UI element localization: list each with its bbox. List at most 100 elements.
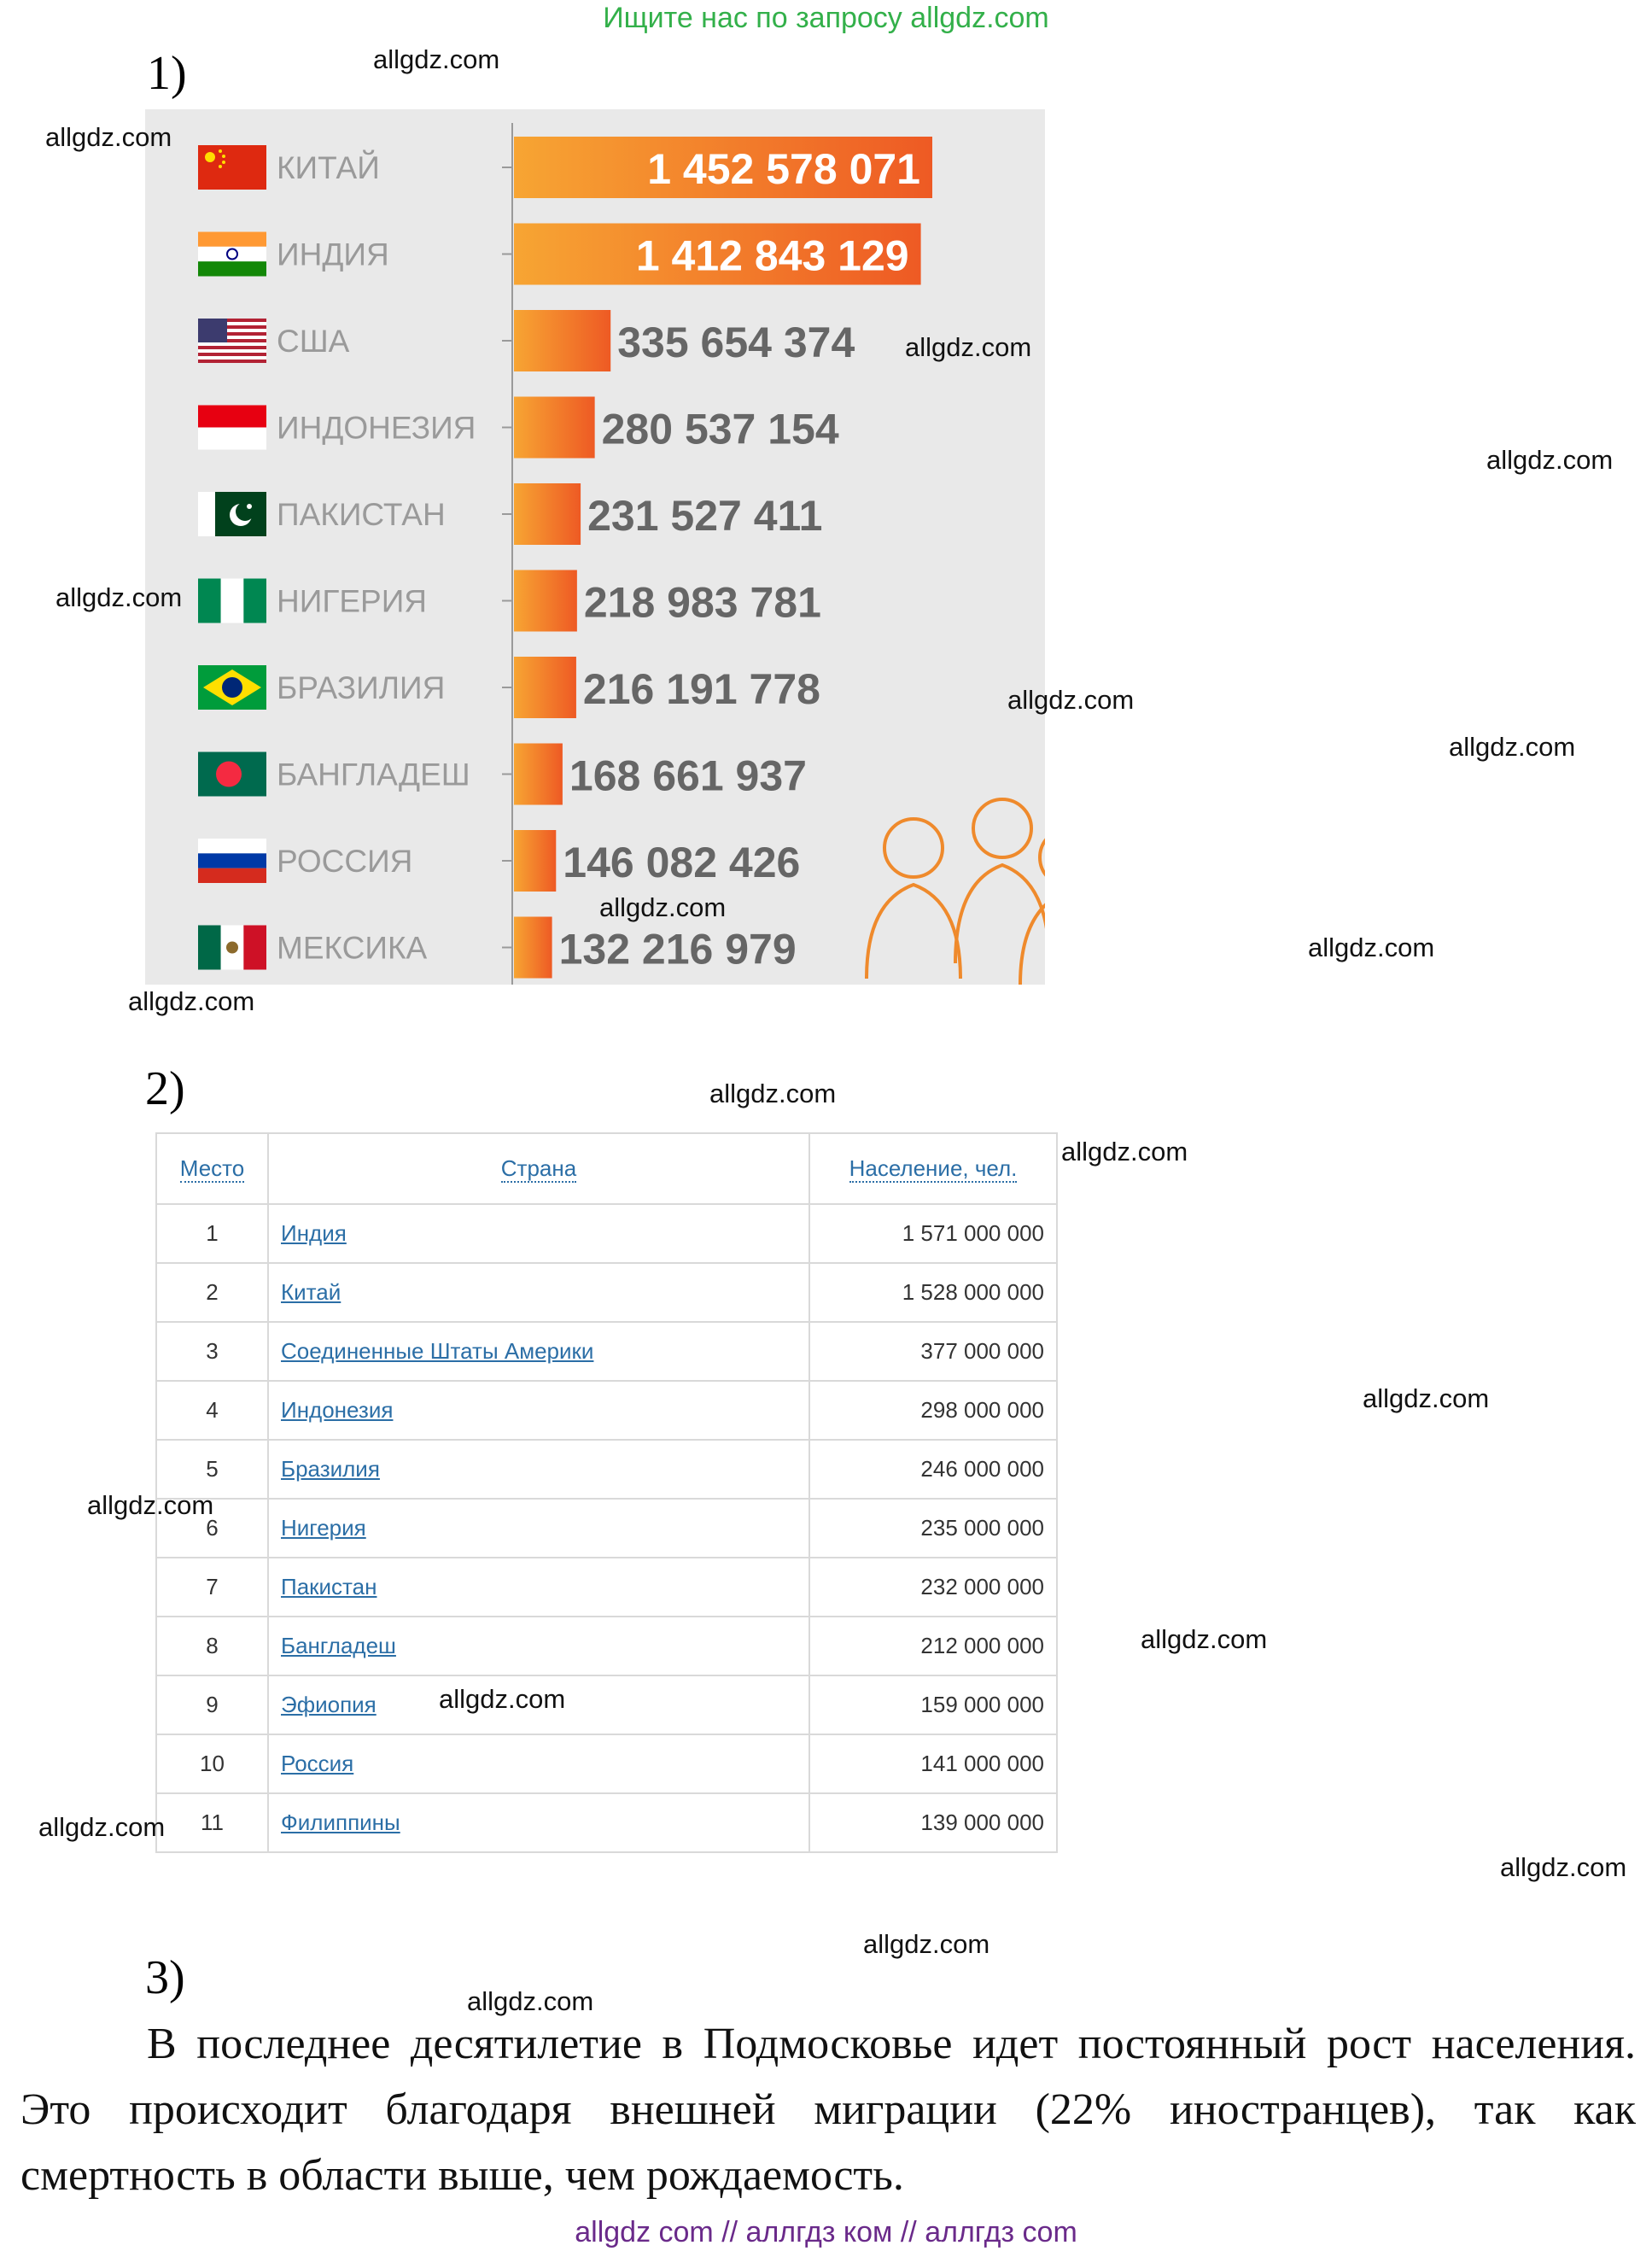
chart-row: ИНДОНЕЗИЯ 280 537 154 — [198, 396, 839, 459]
table-header-row: Место Страна Население, чел. — [155, 1132, 1058, 1205]
bar-value-label: 216 191 778 — [583, 665, 820, 713]
chart-row: БАНГЛАДЕШ 168 661 937 — [198, 743, 807, 805]
top-banner: Ищите нас по запросу allgdz.com — [603, 2, 1049, 34]
table-row: 2 Китай 1 528 000 000 — [155, 1262, 1058, 1323]
population-cell: 232 000 000 — [808, 1557, 1058, 1617]
country-label: США — [277, 324, 350, 359]
chart-row: США 335 654 374 — [198, 310, 855, 371]
country-link[interactable]: Индия — [267, 1203, 810, 1264]
paragraph-text: В последнее десятилетие в Подмосковье ид… — [20, 2020, 1636, 2200]
bar — [514, 743, 563, 805]
country-link[interactable]: Россия — [267, 1734, 810, 1794]
table-row: 6 Нигерия 235 000 000 — [155, 1498, 1058, 1558]
country-link[interactable]: Бразилия — [267, 1439, 810, 1500]
chart-row: БРАЗИЛИЯ 216 191 778 — [198, 657, 820, 718]
population-cell: 212 000 000 — [808, 1616, 1058, 1676]
bar-value-label: 132 216 979 — [559, 926, 797, 974]
watermark: allgdz.com — [709, 1079, 837, 1108]
watermark: allgdz.com — [45, 122, 172, 152]
country-link[interactable]: Нигерия — [267, 1498, 810, 1558]
population-cell: 139 000 000 — [808, 1792, 1058, 1853]
country-link[interactable]: Пакистан — [267, 1557, 810, 1617]
watermark: allgdz.com — [1141, 1624, 1268, 1654]
watermark: allgdz.com — [373, 44, 500, 74]
table-row: 7 Пакистан 232 000 000 — [155, 1557, 1058, 1617]
watermark: allgdz.com — [439, 1684, 566, 1714]
chart-row: МЕКСИКА 132 216 979 — [198, 916, 797, 979]
brazil-flag-icon — [198, 665, 266, 710]
population-cell: 298 000 000 — [808, 1380, 1058, 1441]
bar — [514, 396, 595, 459]
table-row: 1 Индия 1 571 000 000 — [155, 1203, 1058, 1264]
chart-row: НИГЕРИЯ 218 983 781 — [198, 570, 821, 632]
bar — [514, 916, 552, 979]
header-rank[interactable]: Место — [155, 1132, 269, 1205]
rank-cell: 8 — [155, 1616, 269, 1676]
country-link[interactable]: Индонезия — [267, 1380, 810, 1441]
country-label: РОССИЯ — [277, 844, 412, 879]
rank-cell: 9 — [155, 1675, 269, 1735]
country-link[interactable]: Эфиопия — [267, 1675, 810, 1735]
watermark: allgdz.com — [599, 892, 727, 922]
bar — [514, 223, 921, 285]
rank-cell: 2 — [155, 1262, 269, 1323]
country-link[interactable]: Соединенные Штаты Америки — [267, 1321, 810, 1382]
bar — [514, 830, 557, 892]
watermark: allgdz.com — [863, 1929, 990, 1959]
rank-cell: 10 — [155, 1734, 269, 1794]
table-row: 4 Индонезия 298 000 000 — [155, 1380, 1058, 1441]
watermark: allgdz.com — [1449, 732, 1576, 762]
country-link[interactable]: Бангладеш — [267, 1616, 810, 1676]
watermark: allgdz.com — [1308, 933, 1435, 962]
usa-flag-icon — [198, 319, 266, 363]
country-link[interactable]: Филиппины — [267, 1792, 810, 1853]
chart-row: РОССИЯ 146 082 426 — [198, 830, 800, 892]
country-label: ИНДИЯ — [277, 237, 389, 272]
watermark: allgdz.com — [1363, 1383, 1490, 1413]
section-1-label: 1) — [147, 47, 187, 100]
watermark: allgdz.com — [1007, 685, 1135, 715]
mexico-flag-icon — [198, 925, 266, 970]
country-label: ИНДОНЕЗИЯ — [277, 411, 476, 446]
country-label: КИТАЙ — [277, 149, 380, 185]
indonesia-flag-icon — [198, 405, 266, 450]
india-flag-icon — [198, 231, 266, 277]
russia-flag-icon — [198, 839, 266, 883]
section-2-label: 2) — [145, 1062, 185, 1115]
country-label: БАНГЛАДЕШ — [277, 757, 470, 792]
country-label: БРАЗИЛИЯ — [277, 670, 445, 705]
bar — [514, 657, 576, 718]
table-row: 9 Эфиопия 159 000 000 — [155, 1675, 1058, 1735]
table-row: 8 Бангладеш 212 000 000 — [155, 1616, 1058, 1676]
table-row: 10 Россия 141 000 000 — [155, 1734, 1058, 1794]
table-row: 3 Соединенные Штаты Америки 377 000 000 — [155, 1321, 1058, 1382]
rank-cell: 6 — [155, 1498, 269, 1558]
bar-value-label: 231 527 411 — [587, 492, 822, 540]
country-label: НИГЕРИЯ — [277, 584, 427, 619]
pakistan-flag-icon — [198, 492, 266, 536]
chart-row: ИНДИЯ 1 412 843 129 — [198, 223, 921, 285]
population-cell: 246 000 000 — [808, 1439, 1058, 1500]
watermark: allgdz.com — [128, 986, 255, 1016]
bar-value-label: 280 537 154 — [602, 406, 839, 453]
country-link[interactable]: Китай — [267, 1262, 810, 1323]
chart-row: КИТАЙ 1 452 578 071 — [198, 137, 932, 198]
bar-value-label: 218 983 781 — [584, 579, 821, 627]
population-bar-chart: КИТАЙ 1 452 578 071 ИНДИЯ 1 412 843 129 США 3… — [145, 109, 1045, 985]
section-3-label: 3) — [145, 1951, 185, 2004]
watermark: allgdz.com — [38, 1812, 166, 1842]
bar-value-label: 1 412 843 129 — [636, 232, 909, 280]
bar-value-label: 1 452 578 071 — [647, 145, 920, 193]
watermark: allgdz.com — [467, 1986, 594, 2016]
header-population[interactable]: Население, чел. — [808, 1132, 1058, 1205]
people-icon — [865, 798, 1045, 985]
header-country[interactable]: Страна — [267, 1132, 810, 1205]
bar — [514, 310, 611, 371]
bar — [514, 137, 932, 198]
chart-row: ПАКИСТАН 231 527 411 — [198, 483, 822, 545]
rank-cell: 7 — [155, 1557, 269, 1617]
country-label: ПАКИСТАН — [277, 497, 446, 532]
nigeria-flag-icon — [198, 578, 266, 623]
population-cell: 159 000 000 — [808, 1675, 1058, 1735]
rank-cell: 4 — [155, 1380, 269, 1441]
